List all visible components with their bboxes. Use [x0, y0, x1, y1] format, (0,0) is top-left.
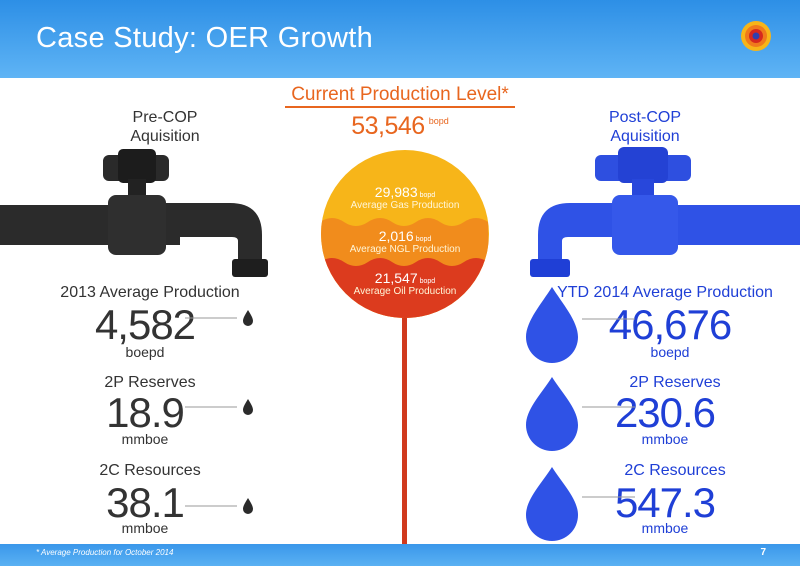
- footer-bar: * Average Production for October 2014 7: [0, 544, 800, 566]
- large-drop-icon: [526, 467, 578, 541]
- company-logo: [741, 21, 771, 51]
- post-cop-2c-label: 2C Resources: [624, 462, 726, 479]
- pre-cop-2c-unit: mmboe: [121, 520, 169, 536]
- right-drops: [526, 287, 635, 541]
- pre-cop-2p-value: 18.9: [106, 389, 185, 436]
- gas-production: 29,983 bopd Average Gas Production: [350, 184, 460, 211]
- pre-cop-title: Pre-COP Aquisition: [130, 109, 200, 145]
- current-production-value: 53,546 bopd: [0, 112, 800, 141]
- post-cop-2c-value: 547.3: [614, 479, 716, 526]
- page-title: Case Study: OER Growth: [36, 22, 373, 54]
- small-drop-icon: [243, 498, 253, 514]
- pre-cop-2c-value: 38.1: [106, 479, 185, 526]
- blue-faucet-icon: [530, 147, 800, 277]
- oil-segment: [321, 258, 489, 318]
- oil-production: 21,547 bopd Average Oil Production: [353, 270, 457, 297]
- post-cop-production-unit: boepd: [650, 344, 690, 360]
- post-cop-2p-value: 230.6: [614, 389, 716, 436]
- pre-cop-production-value: 4,582: [94, 301, 196, 348]
- left-connectors: [185, 310, 253, 514]
- current-production-number: 53,546: [351, 112, 425, 140]
- pre-cop-2p-unit: mmboe: [121, 431, 169, 447]
- ngl-production: 2,016 bopd Average NGL Production: [349, 228, 461, 255]
- post-cop-title: Post-COP Aquisition: [608, 109, 681, 145]
- pre-cop-2p-label: 2P Reserves: [104, 374, 196, 391]
- large-drop-icon: [526, 377, 578, 451]
- current-production-title: Current Production Level*: [0, 84, 800, 108]
- footnote: * Average Production for October 2014: [36, 548, 174, 557]
- pre-cop-production-label: 2013 Average Production: [60, 284, 240, 301]
- post-cop-2p-label: 2P Reserves: [629, 374, 721, 391]
- header-bar: Case Study: OER Growth: [0, 0, 800, 78]
- small-drop-icon: [243, 310, 253, 326]
- pre-cop-2c-label: 2C Resources: [99, 462, 201, 479]
- post-cop-2c-unit: mmboe: [641, 520, 689, 536]
- black-faucet-icon: [0, 149, 268, 277]
- post-cop-production-label: YTD 2014 Average Production: [557, 284, 773, 301]
- current-production-unit: bopd: [428, 116, 449, 126]
- small-drop-icon: [243, 399, 253, 415]
- production-stem: [402, 300, 407, 544]
- large-drop-icon: [526, 287, 578, 363]
- pre-cop-production-unit: boepd: [125, 344, 165, 360]
- post-cop-2p-unit: mmboe: [641, 431, 689, 447]
- page-number: 7: [760, 547, 766, 558]
- post-cop-production-value: 46,676: [608, 301, 732, 348]
